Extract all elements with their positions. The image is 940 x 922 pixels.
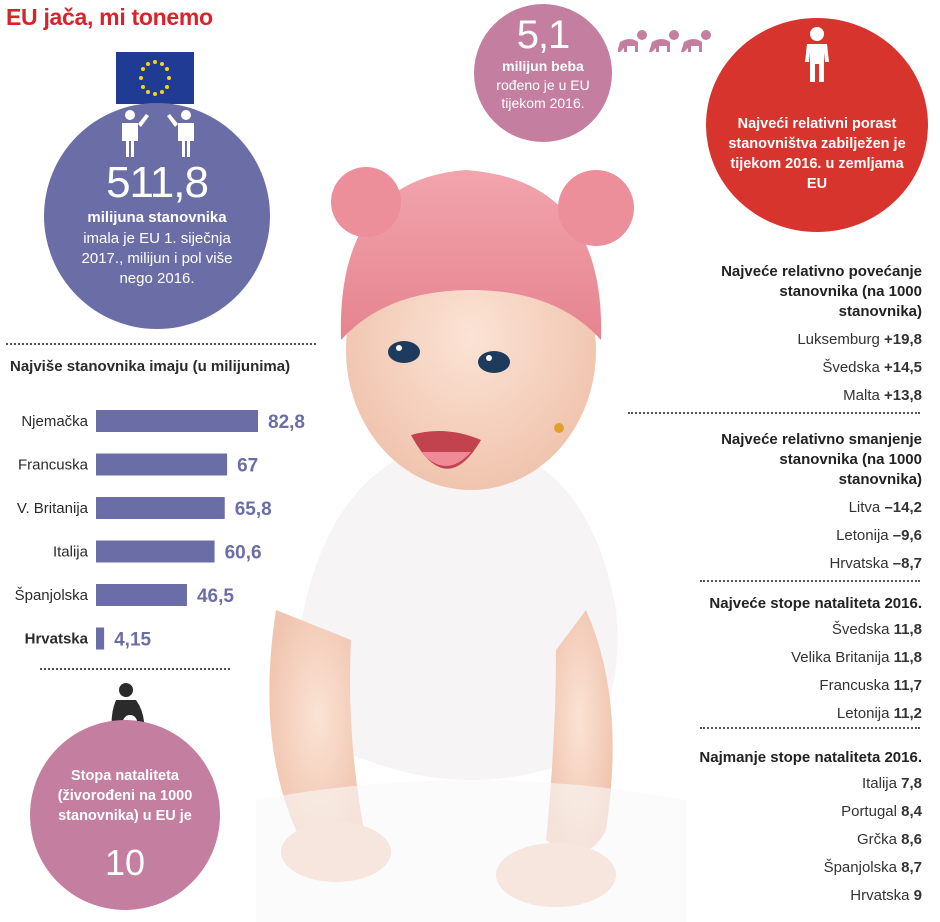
- population-value: 511,8: [106, 158, 209, 207]
- natality-value: 10: [104, 842, 146, 883]
- list-item: Švedska 11,8: [662, 616, 922, 644]
- bar-chart: Njemačka 82,8 Francuska 67 V. Britanija 65,8 I…: [15, 410, 305, 651]
- country-name: Litva: [848, 499, 885, 516]
- country-name: Grčka: [856, 831, 902, 848]
- country-value: 8,6: [901, 831, 922, 848]
- divider: [700, 580, 920, 582]
- country-name: Portugal: [841, 803, 902, 820]
- country-value: –8,7: [892, 555, 922, 572]
- country-name: Velika Britanija: [791, 649, 894, 666]
- crawling-baby-icon: [618, 30, 711, 52]
- population-circle: 511,8 milijuna stanovnika imala je EU 1.…: [44, 103, 270, 329]
- bar: [96, 584, 187, 606]
- births-unit: milijun beba: [502, 58, 584, 74]
- country-name: Luksemburg: [797, 331, 885, 348]
- country-name: Italija: [861, 775, 902, 792]
- country-value: 11,2: [893, 705, 922, 722]
- country-value: 11,7: [893, 677, 922, 694]
- births-value: 5,1: [516, 13, 571, 57]
- country-value: 8,7: [901, 859, 922, 876]
- bar-value-label: 65,8: [235, 499, 272, 520]
- country-value: 11,8: [893, 649, 922, 666]
- country-value: –9,6: [892, 527, 922, 544]
- bar-category-label: Francuska: [18, 457, 89, 474]
- country-value: 11,8: [893, 621, 922, 638]
- list-item: Španjolska 8,7: [652, 854, 922, 882]
- list-item: Hrvatska –8,7: [692, 550, 922, 578]
- country-name: Švedska: [822, 359, 885, 376]
- toddler-icon: [805, 27, 829, 82]
- bar: [96, 497, 225, 519]
- country-value: 9: [913, 887, 922, 904]
- decrease-section: Najveće relativno smanjenje stanovnika (…: [692, 430, 922, 578]
- country-value: +19,8: [884, 331, 922, 348]
- list-item: Letonija –9,6: [692, 522, 922, 550]
- population-unit: milijuna stanovnika: [87, 209, 227, 226]
- births-circle: 5,1 milijun beba rođeno je u EU tijekom …: [474, 4, 612, 142]
- country-name: Malta: [843, 387, 885, 404]
- people-icon: [122, 110, 194, 157]
- country-name: Letonija: [836, 705, 894, 722]
- bar-value-label: 4,15: [114, 630, 151, 651]
- bar-category-label: Španjolska: [15, 587, 89, 604]
- bar-category-label: Italija: [53, 544, 89, 561]
- country-name: Švedska: [831, 621, 894, 638]
- country-name: Letonija: [836, 527, 893, 544]
- growth-circle: Najveći relativni porast stanovništva za…: [706, 18, 928, 232]
- divider: [6, 343, 316, 345]
- bar-value-label: 60,6: [225, 543, 262, 564]
- highest-birth-section: Najveće stope nataliteta 2016. Švedska 1…: [662, 594, 922, 728]
- country-value: –14,2: [884, 499, 922, 516]
- country-value: +14,5: [884, 359, 922, 376]
- bar: [96, 540, 215, 563]
- divider: [628, 412, 920, 414]
- lowest-birth-heading: Najmanje stope nataliteta 2016.: [699, 749, 922, 766]
- chart-title: Najviše stanovnika imaju (u milijunima): [10, 358, 291, 375]
- natality-text: Stopa nataliteta (živorođeni na 1000 sta…: [57, 768, 193, 824]
- country-name: Hrvatska: [850, 887, 914, 904]
- list-item: Malta +13,8: [692, 382, 922, 410]
- page-title: EU jača, mi tonemo: [6, 4, 213, 30]
- bar: [96, 627, 105, 650]
- country-name: Španjolska: [823, 859, 902, 876]
- lowest-birth-section: Najmanje stope nataliteta 2016. Italija …: [652, 748, 922, 910]
- list-item: Portugal 8,4: [652, 798, 922, 826]
- bar-value-label: 67: [237, 456, 258, 477]
- list-item: Švedska +14,5: [692, 354, 922, 382]
- divider: [700, 727, 920, 729]
- highest-birth-heading: Najveće stope nataliteta 2016.: [709, 595, 922, 612]
- country-value: 7,8: [901, 775, 922, 792]
- list-item: Hrvatska 9: [652, 882, 922, 910]
- bar-category-label: Hrvatska: [25, 631, 89, 648]
- increase-section: Najveće relativno povećanje stanovnika (…: [692, 262, 922, 410]
- baby-photo: [256, 167, 686, 922]
- increase-heading: Najveće relativno povećanje stanovnika (…: [721, 263, 922, 320]
- bar: [96, 453, 228, 476]
- decrease-heading: Najveće relativno smanjenje stanovnika (…: [721, 431, 922, 488]
- eu-flag-icon: [116, 52, 194, 104]
- bar: [96, 410, 258, 432]
- country-value: +13,8: [884, 387, 922, 404]
- country-value: 8,4: [901, 803, 922, 820]
- bar-value-label: 82,8: [268, 412, 305, 433]
- list-item: Velika Britanija 11,8: [662, 644, 922, 672]
- bar-value-label: 46,5: [197, 586, 234, 607]
- list-item: Litva –14,2: [692, 494, 922, 522]
- list-item: Grčka 8,6: [652, 826, 922, 854]
- population-description: imala je EU 1. siječnja 2017., milijun i…: [81, 230, 233, 287]
- list-item: Francuska 11,7: [662, 672, 922, 700]
- list-item: Italija 7,8: [652, 770, 922, 798]
- bar-category-label: V. Britanija: [17, 500, 89, 517]
- list-item: Letonija 11,2: [662, 700, 922, 728]
- births-description: rođeno je u EU tijekom 2016.: [496, 77, 590, 111]
- divider: [40, 668, 230, 670]
- natality-circle: Stopa nataliteta (živorođeni na 1000 sta…: [30, 720, 220, 910]
- list-item: Luksemburg +19,8: [692, 326, 922, 354]
- bar-category-label: Njemačka: [21, 413, 88, 430]
- growth-note: Najveći relativni porast stanovništva za…: [728, 116, 906, 192]
- country-name: Francuska: [819, 677, 894, 694]
- country-name: Hrvatska: [829, 555, 893, 572]
